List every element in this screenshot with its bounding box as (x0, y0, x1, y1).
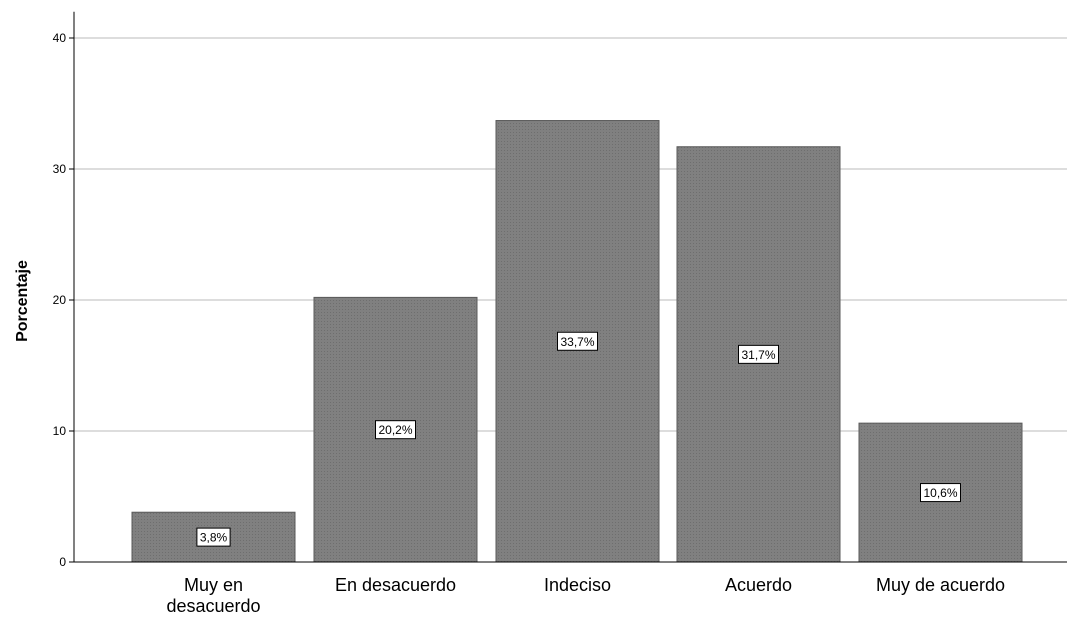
data-label: 33,7% (560, 335, 594, 349)
data-labels: 3,8% 20,2% 33,7% 31,7% 10,6% (196, 331, 961, 547)
x-category-label-line: En desacuerdo (335, 575, 456, 595)
data-label: 31,7% (741, 348, 775, 362)
y-tick-label: 40 (53, 31, 67, 45)
data-label: 20,2% (378, 423, 412, 437)
y-tick-label: 30 (53, 162, 67, 176)
x-category-label-line: desacuerdo (166, 596, 260, 616)
axes: 0 10 20 30 40 Muy en desacuerdo En desacuerdo In… (53, 11, 1067, 616)
x-category-label: Acuerdo (725, 575, 792, 595)
x-category-label-line: Acuerdo (725, 575, 792, 595)
y-axis-title: Porcentaje (14, 260, 31, 342)
x-category-label: En desacuerdo (335, 575, 456, 595)
y-tick-label: 10 (53, 424, 67, 438)
x-category-label: Muy en desacuerdo (166, 575, 260, 616)
data-label-box (920, 483, 961, 503)
x-category-label: Indeciso (544, 575, 611, 595)
y-tick-label: 20 (53, 293, 67, 307)
x-category-label-line: Muy de acuerdo (876, 575, 1005, 595)
data-label-box (738, 344, 779, 364)
data-label-box (375, 420, 416, 440)
data-label: 3,8% (200, 531, 228, 545)
data-label-box (196, 527, 231, 547)
data-label-box (557, 331, 598, 351)
x-category-label: Muy de acuerdo (876, 575, 1005, 595)
x-category-label-line: Indeciso (544, 575, 611, 595)
y-tick-label: 0 (59, 555, 66, 569)
x-category-label-line: Muy en (184, 575, 243, 595)
data-label: 10,6% (923, 486, 957, 500)
